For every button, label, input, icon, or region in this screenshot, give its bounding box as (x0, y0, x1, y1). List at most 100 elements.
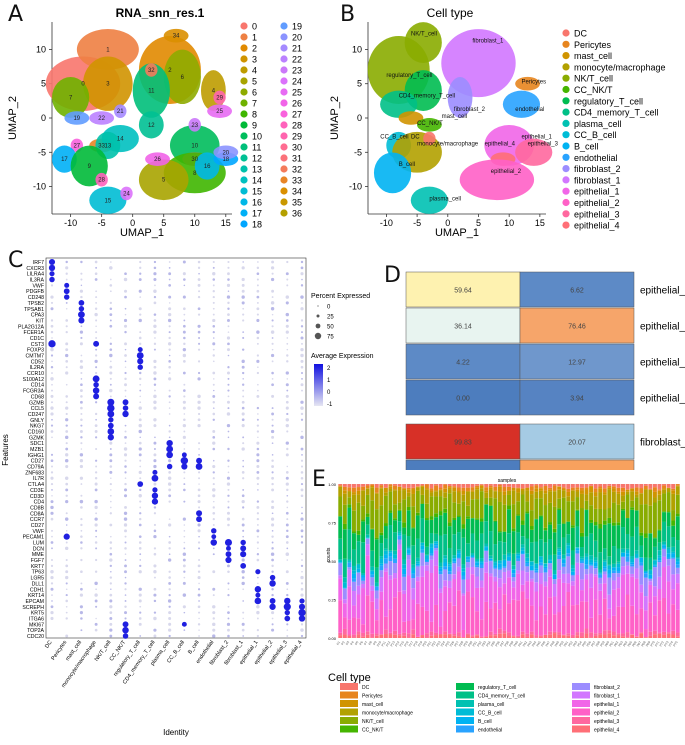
e-xtick: P1 (336, 640, 342, 646)
stacked-bar-segment (598, 583, 603, 591)
expression-dot (227, 395, 230, 398)
cluster-blob (145, 63, 158, 77)
expression-dot (138, 587, 142, 591)
stacked-bar-segment (557, 547, 562, 550)
stacked-bar-segment (388, 550, 393, 551)
expression-dot (79, 476, 84, 480)
stacked-bar-segment (666, 613, 671, 633)
stacked-bar-segment (465, 491, 470, 506)
stacked-bar-segment (383, 526, 388, 539)
stacked-bar-segment (379, 535, 384, 544)
expression-dot (198, 483, 200, 485)
expression-dot (183, 336, 186, 340)
stacked-bar-segment (420, 552, 425, 566)
stacked-bar-segment (657, 555, 662, 558)
stacked-bar-segment (388, 632, 393, 635)
stacked-bar-segment (415, 576, 420, 582)
stacked-bar-segment (621, 566, 625, 575)
stacked-bar-segment (579, 590, 584, 602)
gene-label: CTLA4 (28, 482, 44, 488)
stacked-bar-segment (465, 579, 470, 592)
cluster-label: 33 (98, 143, 105, 149)
expression-dot (271, 378, 274, 380)
gene-label: CD52 (31, 359, 44, 365)
stacked-bar-segment (662, 547, 667, 549)
stacked-bar-segment (552, 614, 557, 632)
stacked-bar-segment (447, 564, 452, 567)
expression-dot (79, 342, 83, 346)
stacked-bar-segment (589, 559, 594, 563)
legend-swatch (456, 708, 474, 716)
expression-dot (154, 337, 156, 339)
stacked-bar-segment (415, 484, 420, 487)
stacked-bar-segment (484, 487, 489, 491)
expression-dot (65, 588, 68, 591)
legend-swatch (562, 40, 570, 48)
stacked-bar-segment (361, 484, 366, 487)
expression-dot (124, 348, 127, 351)
stacked-bar-segment (342, 587, 347, 589)
stacked-bar-segment (566, 591, 571, 634)
expression-dot (153, 464, 157, 469)
stacked-bar-segment (607, 489, 612, 509)
stacked-bar-segment (584, 628, 589, 634)
stacked-bar-segment (465, 518, 470, 544)
e-xtick: P33 (481, 640, 487, 647)
expression-dot (256, 272, 260, 275)
stacked-bar-segment (406, 484, 411, 488)
expression-dot (197, 605, 201, 609)
stacked-bar-segment (374, 539, 379, 568)
stacked-bar-segment (584, 601, 589, 629)
expression-dot (285, 295, 290, 299)
stacked-bar-segment (361, 632, 366, 637)
expression-dot (139, 559, 141, 561)
stacked-bar-segment (447, 562, 452, 565)
expression-dot (139, 266, 142, 270)
expression-dot (168, 266, 171, 269)
stacked-bar-segment (484, 497, 489, 505)
stacked-bar-segment (657, 560, 662, 563)
gene-label: GNLY (30, 418, 44, 424)
legend-label: Pericytes (362, 694, 383, 700)
expression-dot (48, 340, 56, 348)
stacked-bar-segment (502, 594, 507, 631)
expression-dot (124, 559, 127, 561)
stacked-bar-segment (393, 550, 397, 555)
expression-dot (241, 494, 245, 498)
gene-label: GZMB (29, 400, 45, 406)
stacked-bar-segment (625, 553, 630, 557)
stacked-bar-segment (534, 563, 539, 569)
expression-dot (257, 261, 259, 263)
stacked-bar-segment (589, 587, 594, 618)
expression-dot (271, 342, 274, 345)
e-xtick: P38 (504, 640, 510, 647)
expression-dot (153, 272, 157, 276)
expression-dot (241, 570, 245, 574)
legend-label: epithelial_4 (574, 221, 620, 231)
stacked-bar-segment (639, 633, 644, 638)
stacked-bar-segment (666, 548, 671, 554)
stacked-bar-segment (575, 509, 580, 511)
expression-dot (65, 494, 68, 497)
stacked-bar-segment (602, 509, 607, 521)
stacked-bar-segment (625, 489, 630, 492)
legend-swatch (562, 187, 570, 195)
expression-dot (286, 430, 289, 433)
expression-dot (286, 342, 289, 345)
gene-label: SDC1 (30, 441, 44, 447)
stacked-bar-segment (356, 594, 361, 619)
stacked-bar-segment (511, 573, 516, 578)
stacked-bar-segment (598, 508, 603, 524)
stacked-bar-segment (338, 486, 343, 497)
expression-dot (95, 325, 97, 328)
expression-dot (50, 569, 54, 574)
stacked-bar-segment (370, 590, 375, 602)
expression-dot (153, 313, 157, 316)
expression-dot (286, 547, 289, 550)
expression-dot (110, 337, 112, 339)
stacked-bar-segment (370, 574, 375, 578)
stacked-bar-segment (351, 617, 356, 635)
expression-dot (300, 471, 304, 474)
expression-dot (183, 477, 186, 480)
expression-dot (168, 342, 172, 346)
